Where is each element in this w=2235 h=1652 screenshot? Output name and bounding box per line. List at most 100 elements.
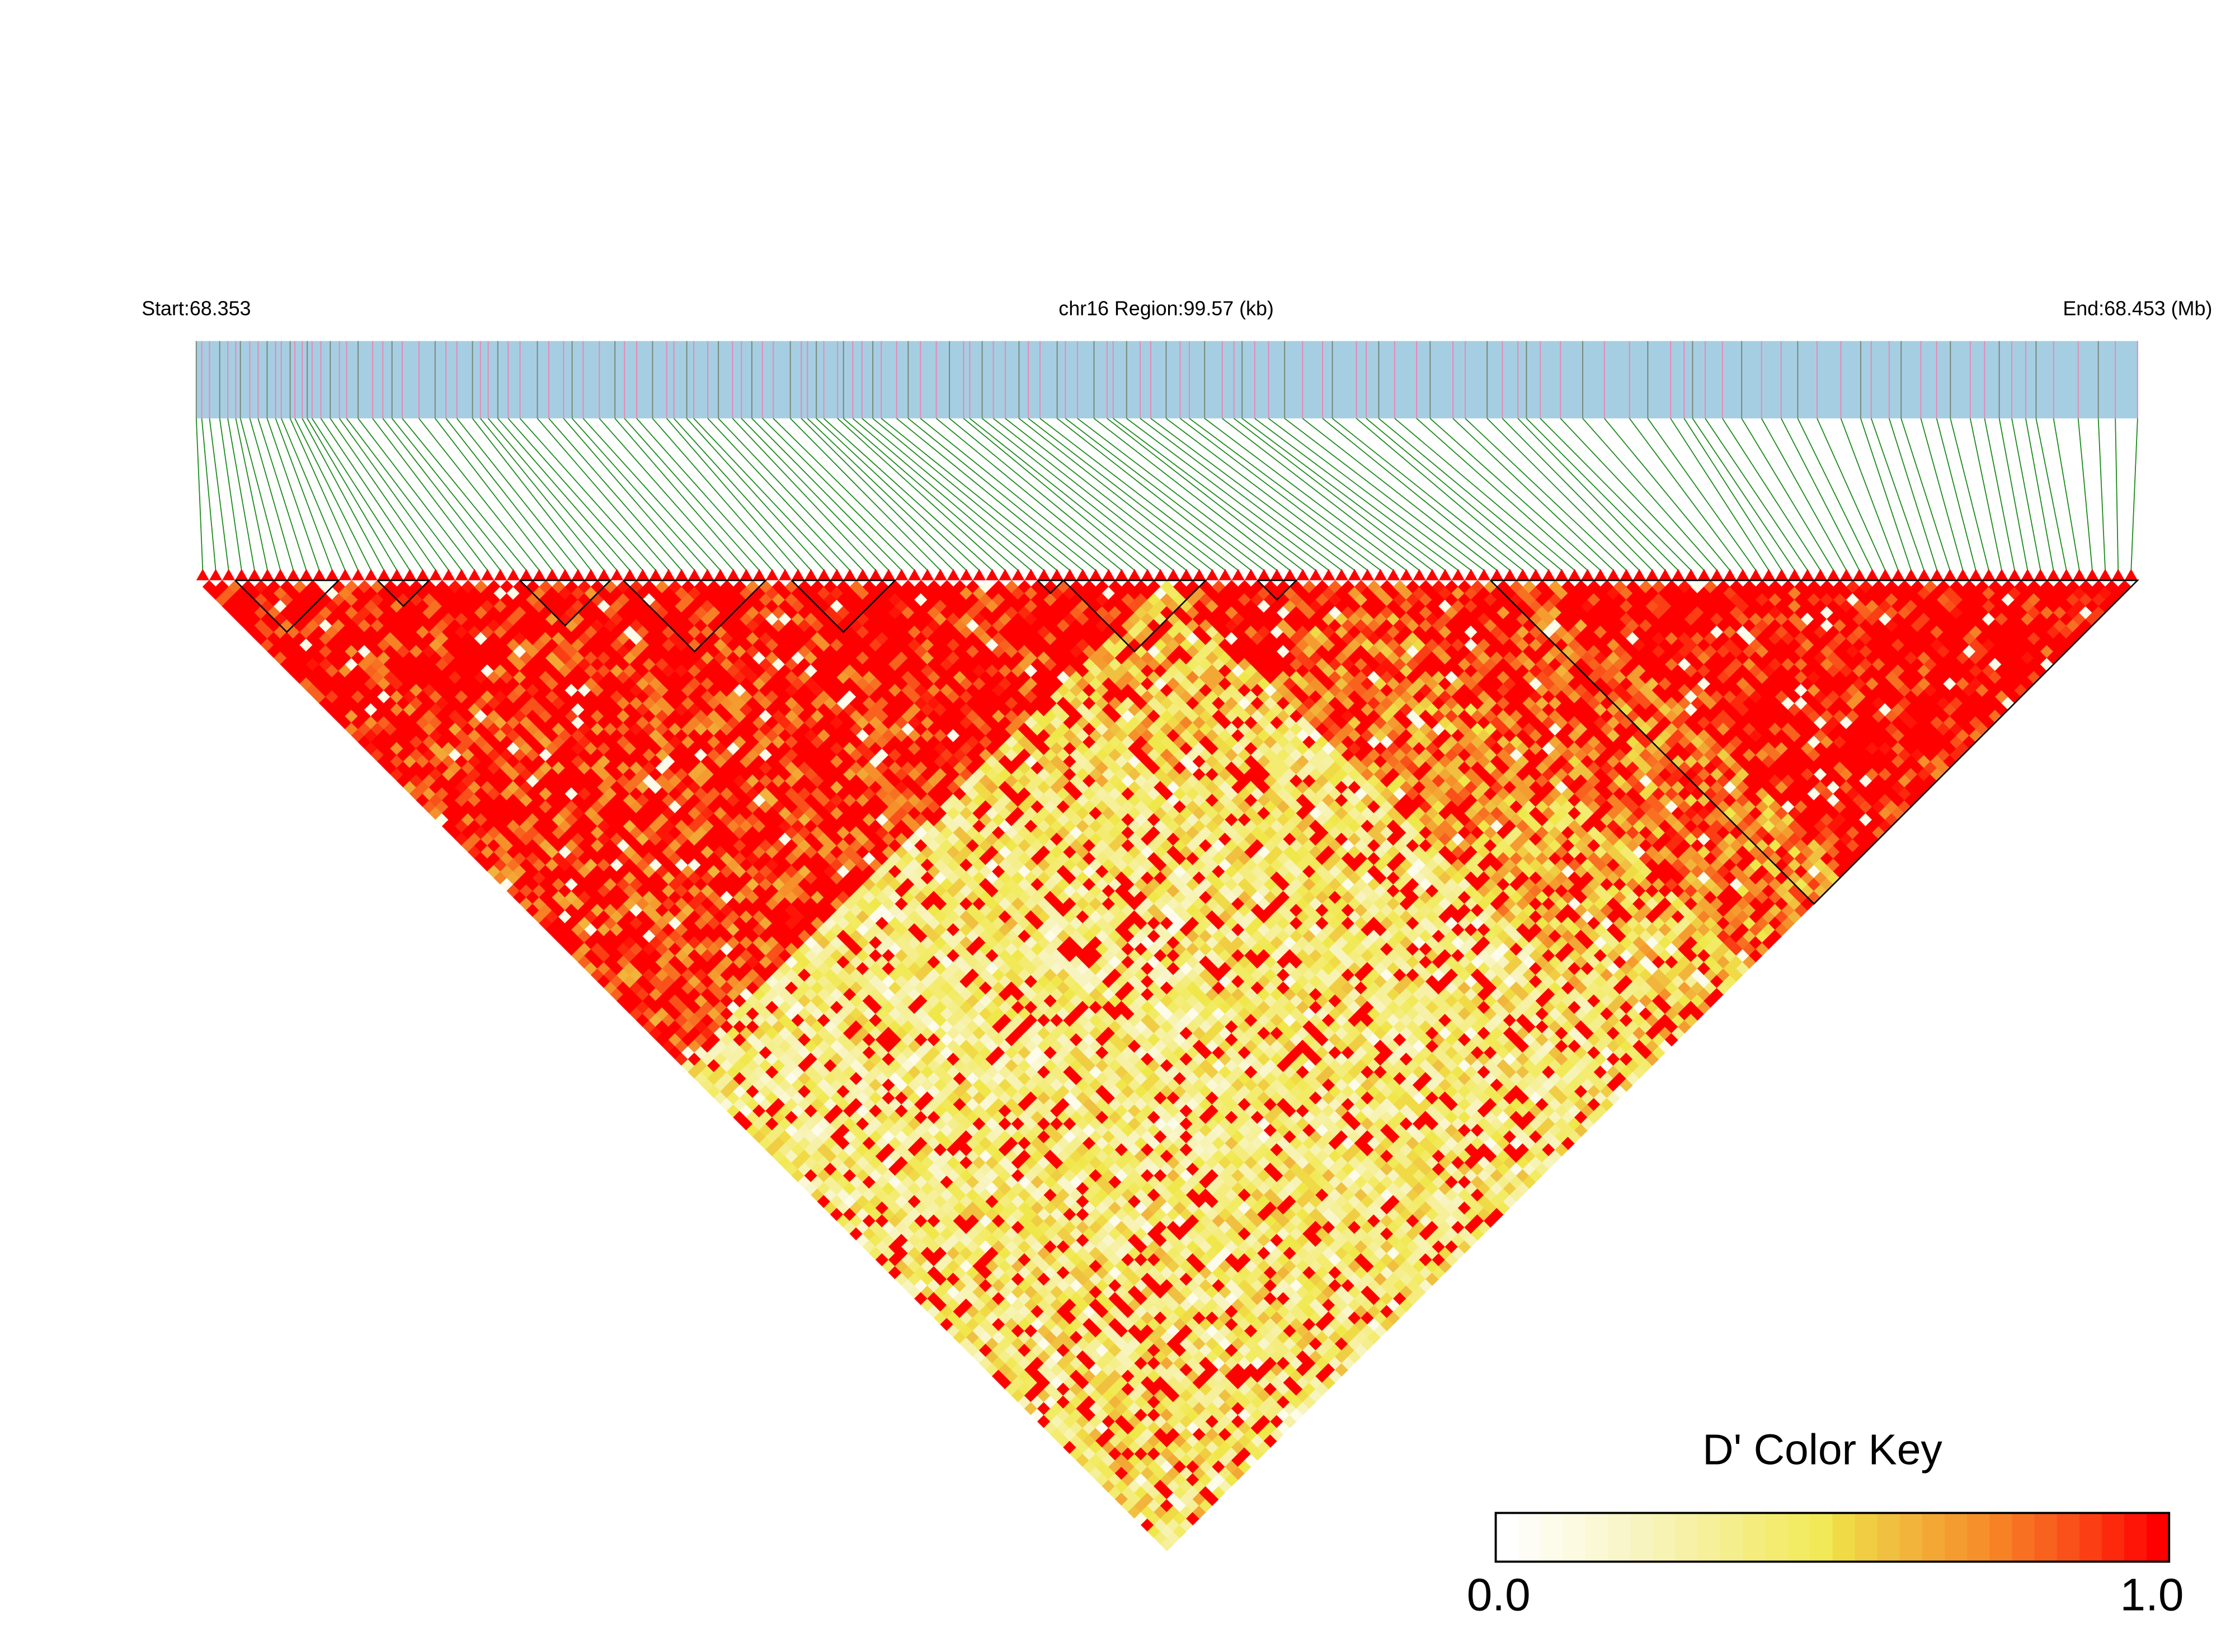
snp-connector (1150, 418, 1355, 571)
snp-marker (2046, 568, 2060, 581)
snp-marker (1283, 568, 1297, 581)
snp-connector (1998, 418, 2029, 571)
snp-connector (219, 418, 242, 571)
snp-connector (1888, 418, 1938, 571)
snp-marker (1852, 568, 1866, 581)
snp-marker (1193, 568, 1206, 581)
snp-marker (1154, 568, 1167, 581)
snp-marker (558, 568, 572, 581)
snp-marker (338, 568, 352, 581)
snp-connector (2025, 418, 2054, 571)
snp-marker (261, 568, 274, 581)
snp-connector (239, 418, 281, 571)
snp-marker (869, 568, 882, 581)
snp-connector (1093, 418, 1291, 571)
snp-marker (1594, 568, 1607, 581)
snp-marker (2098, 568, 2112, 581)
snp-marker (520, 568, 533, 581)
snp-connector (1502, 418, 1653, 571)
snp-connector (741, 418, 890, 571)
snp-connector (497, 418, 630, 571)
snp-connector (907, 418, 1097, 571)
snp-connector (1560, 418, 1705, 571)
snp-connector (807, 418, 967, 571)
snp-marker (1387, 568, 1400, 581)
snp-connector (1920, 418, 1964, 571)
snp-connector (312, 418, 411, 571)
snp-marker (1620, 568, 1633, 581)
snp-marker (1037, 568, 1051, 581)
snp-connector (993, 418, 1187, 571)
snp-marker (2034, 568, 2047, 581)
snp-marker (1607, 568, 1620, 581)
snp-marker (1672, 568, 1685, 581)
snp-marker (1801, 568, 1814, 581)
snp-marker (1762, 568, 1776, 581)
snp-connector (963, 418, 1148, 571)
snp-connector (1486, 418, 1640, 571)
snp-marker (442, 568, 455, 581)
snp-connector (1165, 418, 1368, 571)
snp-marker (351, 568, 365, 581)
snp-marker (1710, 568, 1724, 581)
snp-connector (1984, 418, 2015, 571)
snp-marker (222, 568, 236, 581)
snp-marker (649, 568, 662, 581)
snp-connector (435, 418, 553, 571)
snp-marker (1879, 568, 1892, 581)
snp-marker (1050, 568, 1064, 581)
snp-connector (843, 418, 1019, 571)
snp-marker (1943, 568, 1956, 581)
snp-marker (1322, 568, 1335, 581)
snp-connector (1057, 418, 1251, 571)
snp-marker (1568, 568, 1582, 581)
snp-marker (571, 568, 585, 581)
snp-connector (2115, 418, 2119, 571)
snp-connector (382, 418, 501, 571)
snp-marker (662, 568, 675, 581)
snp-connector (195, 418, 204, 571)
snp-marker (274, 568, 287, 581)
snp-connector (330, 418, 436, 571)
snp-connector (571, 418, 708, 571)
snp-marker (1231, 568, 1245, 581)
snp-marker (1373, 568, 1387, 581)
snp-connector (773, 418, 928, 571)
snp-connector (1332, 418, 1523, 571)
snp-marker (1115, 568, 1128, 581)
snp-marker (2111, 568, 2125, 581)
snp-marker (1478, 568, 1491, 581)
snp-connector (666, 418, 799, 571)
snp-marker (1788, 568, 1801, 581)
snp-marker (895, 568, 909, 581)
ld-cells (202, 580, 2132, 1551)
snp-connector (732, 418, 877, 571)
snp-marker (921, 568, 934, 581)
snp-marker (1438, 568, 1452, 581)
snp-marker (1128, 568, 1141, 581)
snp-marker (493, 568, 507, 581)
snp-connector (920, 418, 1109, 571)
snp-connector (2035, 418, 2067, 571)
snp-marker (235, 568, 248, 581)
snp-marker (959, 568, 973, 581)
snp-marker (791, 568, 805, 581)
snp-connector (1039, 418, 1239, 571)
snp-marker (429, 568, 443, 581)
snp-marker (468, 568, 481, 581)
snp-marker (248, 568, 261, 581)
snp-connector (1416, 418, 1588, 571)
snp-connector (2097, 418, 2106, 571)
snp-connector (457, 418, 578, 571)
snp-marker (416, 568, 430, 581)
snp-connector (209, 418, 229, 571)
snp-connector (686, 418, 825, 571)
snp-connector (519, 418, 656, 571)
snp-connector (1018, 418, 1213, 571)
snp-connector (1817, 418, 1886, 571)
snp-marker (1645, 568, 1659, 581)
snp-marker (1516, 568, 1530, 581)
snp-connector (487, 418, 618, 571)
snp-marker (1814, 568, 1827, 581)
